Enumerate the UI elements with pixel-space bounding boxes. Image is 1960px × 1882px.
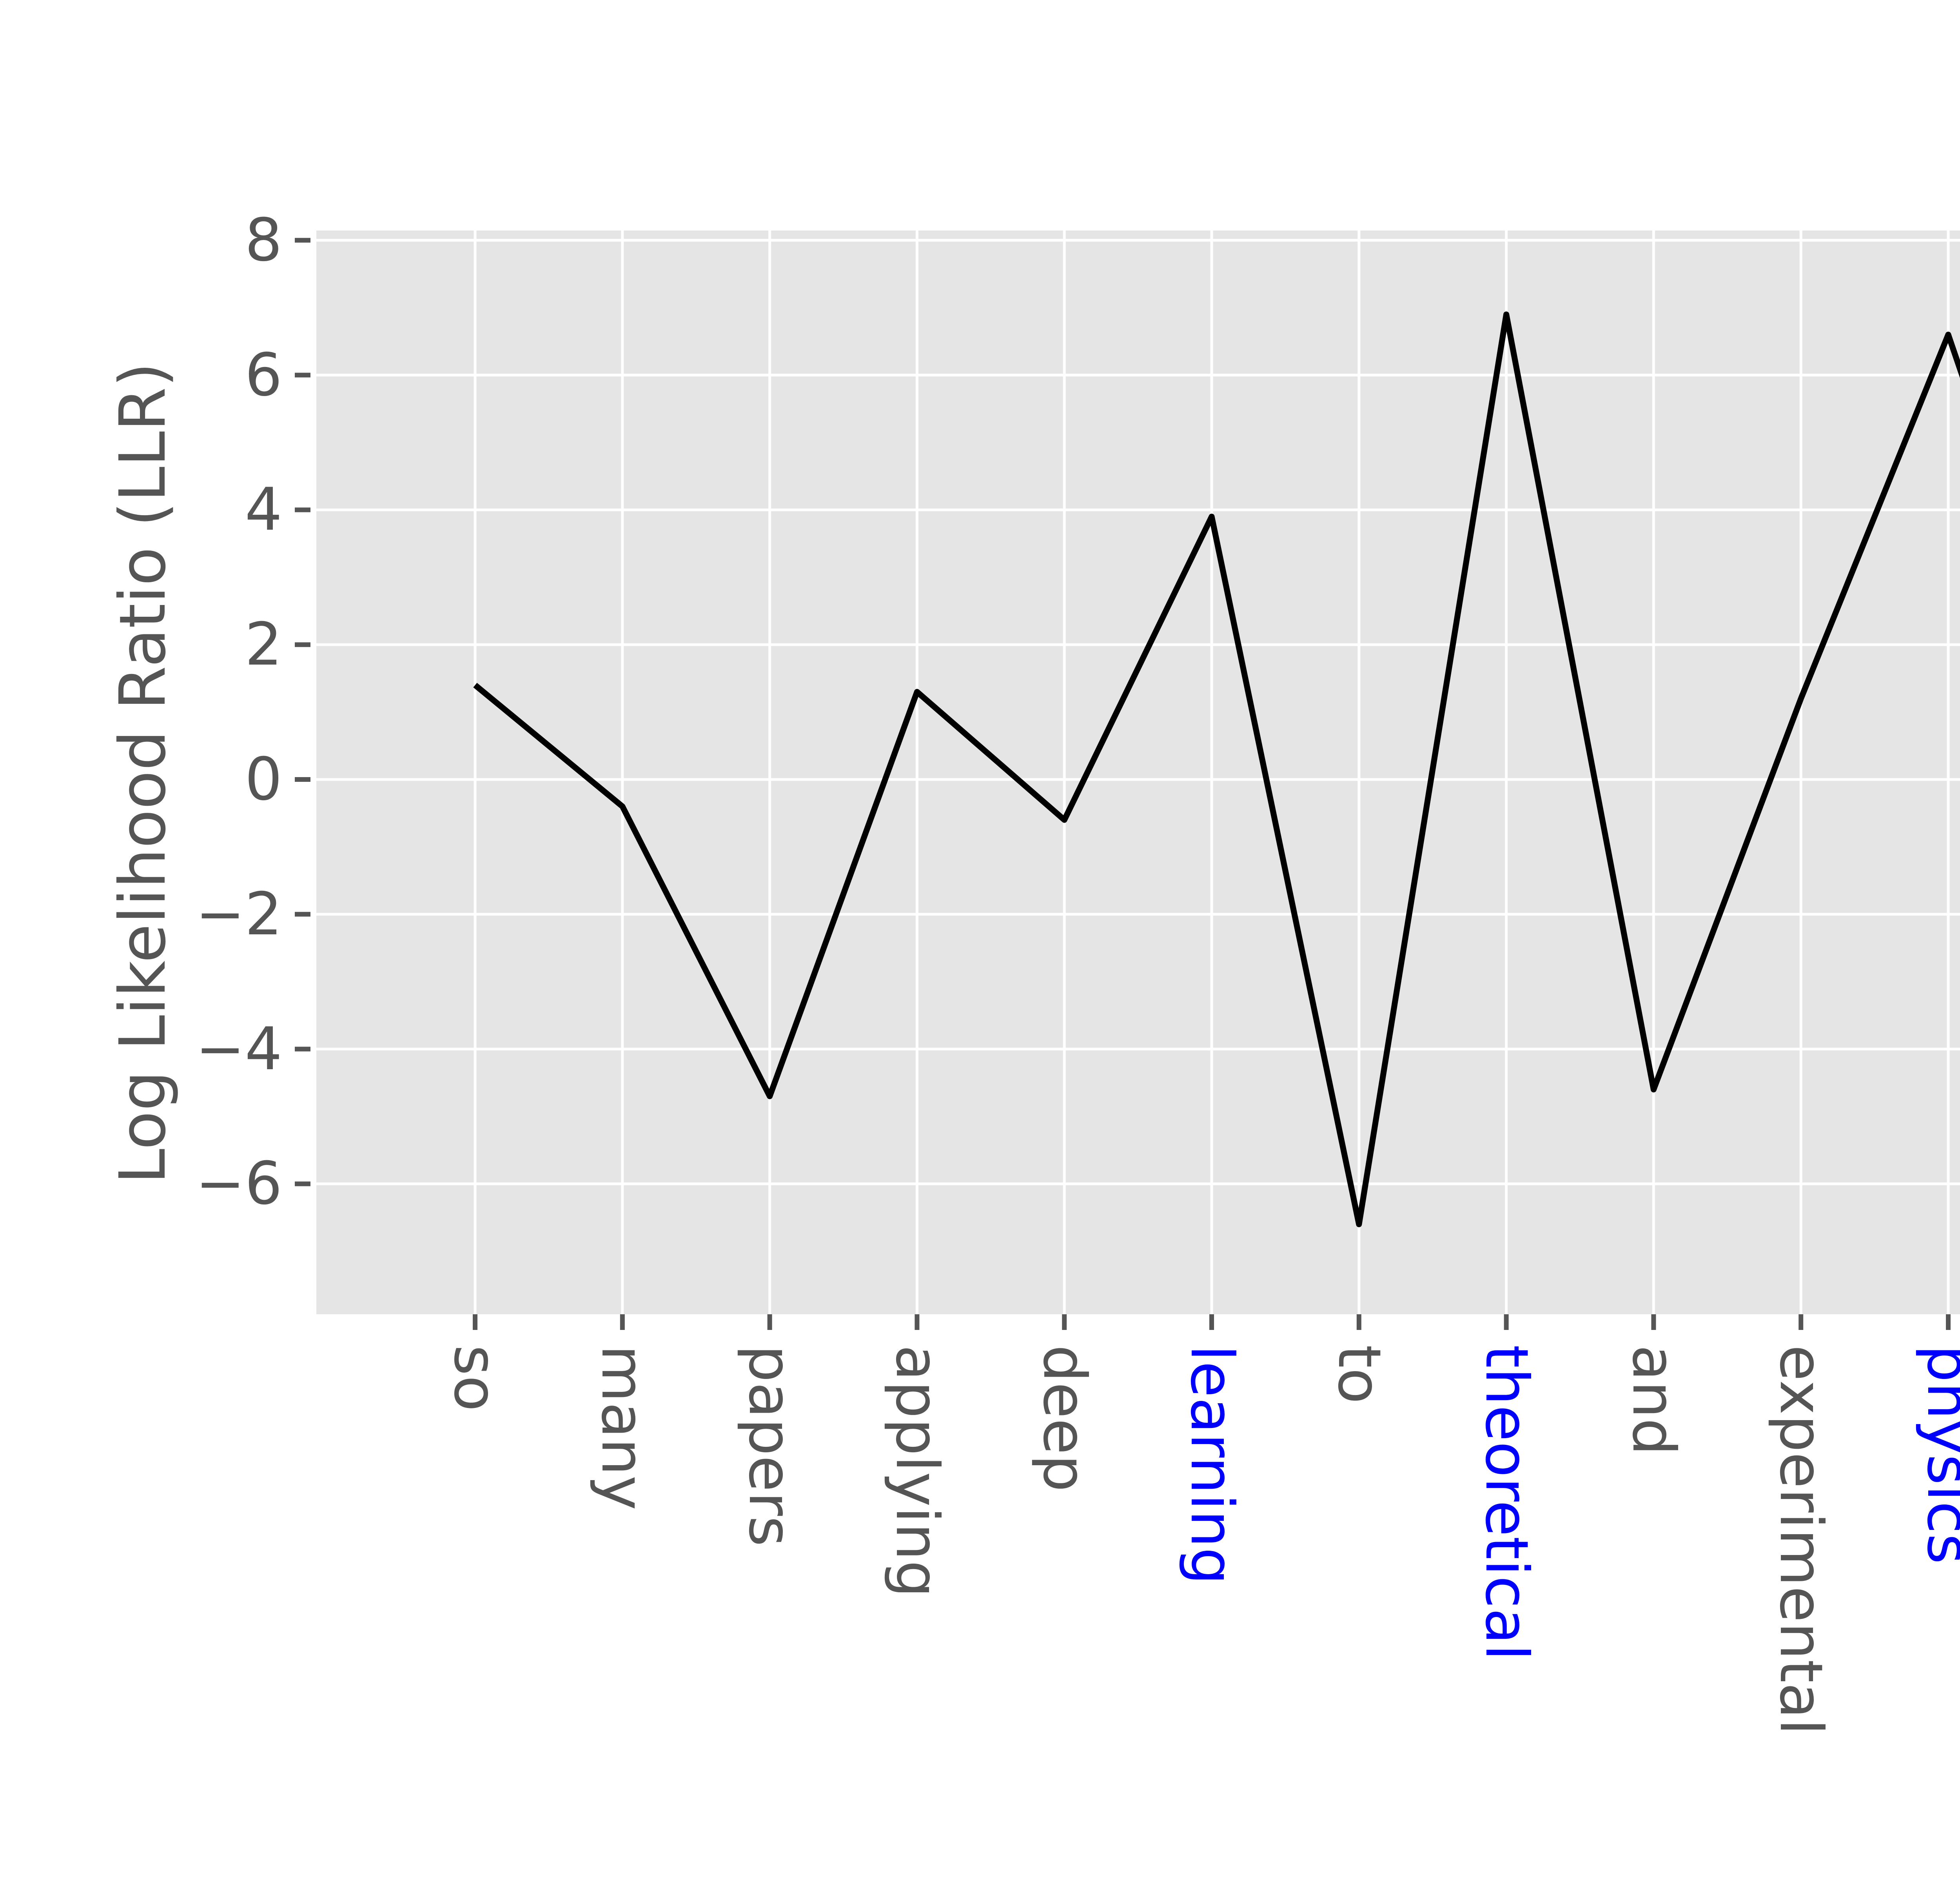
y-tick-label: −6 (195, 1150, 282, 1218)
x-tick-label-experimental: experimental (1767, 1345, 1835, 1735)
data-line (473, 311, 1960, 1228)
llr-series-line (473, 311, 1960, 1228)
x-tick-label-and: and (1619, 1345, 1688, 1456)
y-tick-label: 4 (245, 476, 282, 544)
x-tick-label-so: so (441, 1345, 509, 1412)
x-tick-label-learning: learning (1178, 1345, 1246, 1585)
y-tick-label: −4 (195, 1015, 282, 1083)
tick-marks (295, 238, 1951, 1330)
x-tick-label-to: to (1325, 1345, 1393, 1404)
x-tick-label-deep: deep (1030, 1345, 1099, 1492)
y-tick-label: −2 (195, 880, 282, 948)
x-tick-label-physics: physics (1914, 1345, 1960, 1564)
x-tick-label-many: many (588, 1345, 657, 1510)
y-tick-label: 0 (245, 745, 282, 814)
plot-area (316, 231, 1960, 1314)
x-tick-label-theoretical: theoretical (1472, 1345, 1541, 1661)
y-tick-label: 2 (245, 610, 282, 679)
y-tick-label: 8 (245, 206, 282, 274)
y-axis-title: Log Likelihood Ratio (LLR) (106, 362, 180, 1184)
x-tick-label-papers: papers (735, 1345, 804, 1547)
x-tick-label-applying: applying (883, 1345, 951, 1598)
gridlines (316, 231, 1960, 1314)
y-tick-label: 6 (245, 341, 282, 409)
